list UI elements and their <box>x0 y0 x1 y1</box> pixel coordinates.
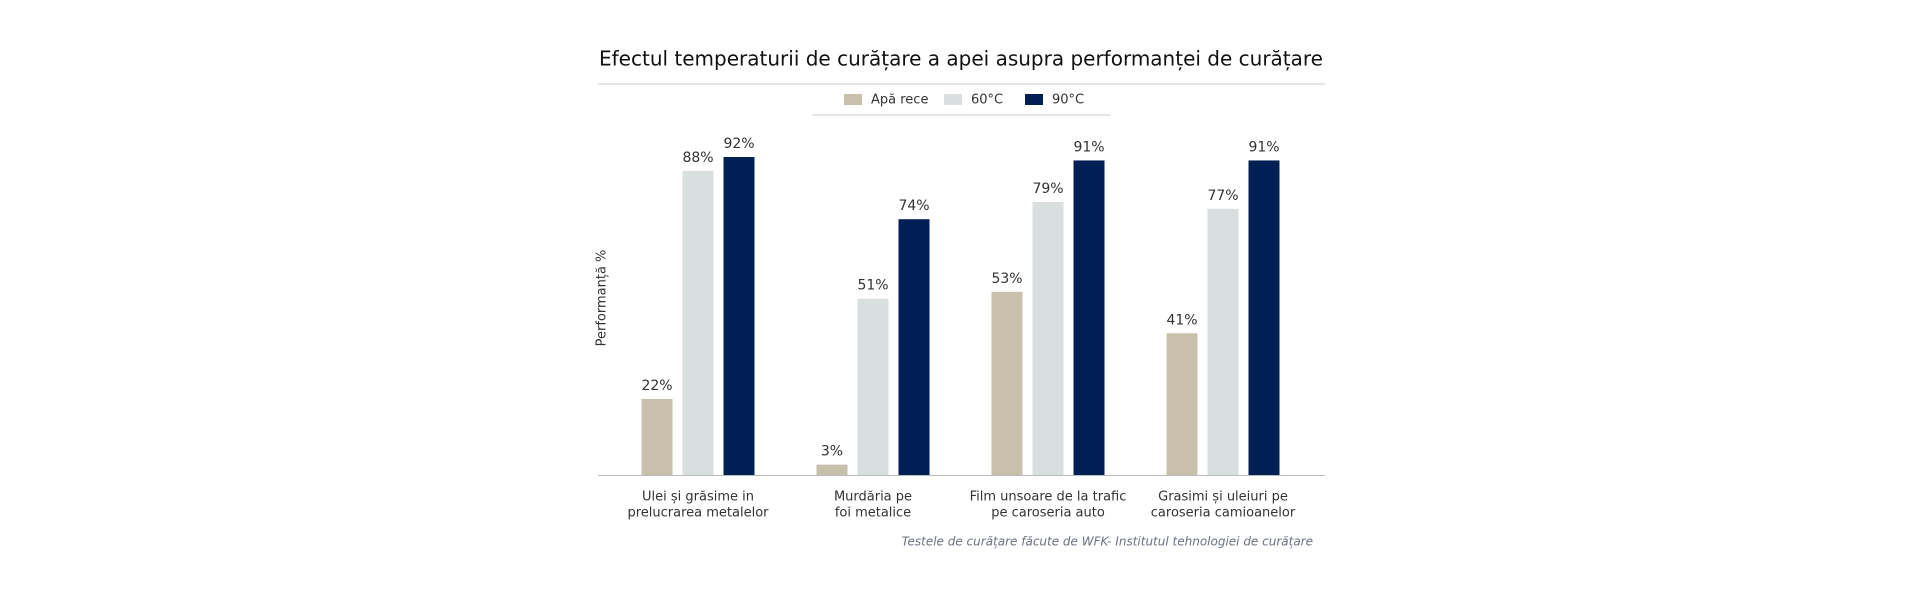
legend-swatch <box>1025 94 1043 105</box>
bar <box>816 464 848 475</box>
x-tick-label: pe caroseria auto <box>991 506 1105 521</box>
legend-label: 60°C <box>971 93 1003 108</box>
value-label: 91% <box>1248 139 1279 155</box>
bar <box>1073 160 1105 475</box>
x-tick-label: prelucrarea metalelor <box>627 506 769 521</box>
bar <box>1207 208 1239 475</box>
legend-label: 90°C <box>1052 93 1084 108</box>
x-tick-label: Film unsoare de la trafic <box>970 490 1127 505</box>
chart-title: Efectul temperaturii de curățare a apei … <box>599 47 1323 71</box>
value-label: 53% <box>991 271 1022 287</box>
bar <box>1166 333 1198 475</box>
footnote: Testele de curățare făcute de WFK- Insti… <box>902 535 1313 549</box>
value-label: 92% <box>723 136 754 152</box>
x-tick-label: caroseria camioanelor <box>1151 506 1296 521</box>
bar <box>898 219 930 475</box>
y-axis-label: Performanță % <box>595 250 610 347</box>
bar <box>641 398 673 475</box>
bar <box>682 170 714 475</box>
x-tick-label: foi metalice <box>835 506 911 521</box>
bar <box>857 298 889 475</box>
value-label: 88% <box>682 150 713 166</box>
value-label: 41% <box>1166 312 1197 328</box>
legend-label: Apă rece <box>871 93 928 108</box>
value-label: 3% <box>821 444 843 460</box>
bar <box>991 291 1023 475</box>
x-tick-label: Ulei și grăsime in <box>642 490 754 505</box>
value-label: 77% <box>1207 188 1238 204</box>
value-label: 22% <box>641 378 672 394</box>
bar <box>1032 201 1064 475</box>
value-label: 51% <box>857 278 888 294</box>
value-label: 91% <box>1073 139 1104 155</box>
value-label: 79% <box>1032 181 1063 197</box>
bar <box>1248 160 1280 475</box>
legend-swatch <box>944 94 962 105</box>
x-tick-label: Murdăria pe <box>834 490 912 505</box>
legend-swatch <box>844 94 862 105</box>
value-label: 74% <box>898 198 929 214</box>
bar <box>723 157 755 475</box>
x-tick-label: Grasimi și uleiuri pe <box>1158 490 1288 505</box>
